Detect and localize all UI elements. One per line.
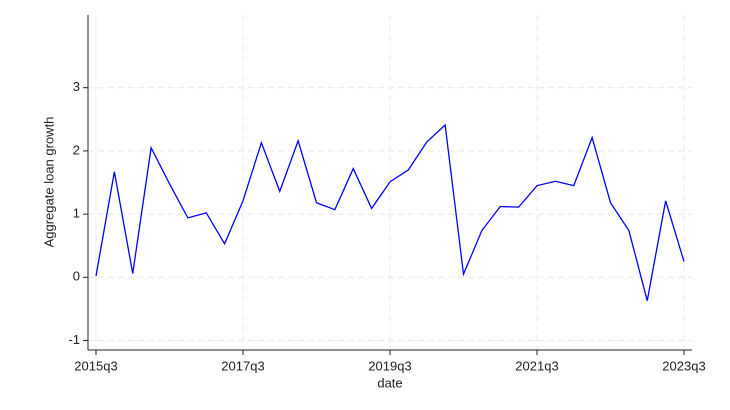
x-tick-label: 2021q3 (515, 358, 558, 373)
y-tick-label: -1 (68, 332, 80, 347)
y-axis-label: Aggregate loan growth (41, 117, 56, 248)
x-tick-label: 2017q3 (221, 358, 264, 373)
x-tick-label: 2023q3 (662, 358, 705, 373)
y-tick-label: 1 (73, 206, 80, 221)
y-tick-label: 2 (73, 142, 80, 157)
data-line (95, 123, 685, 301)
x-tick-label: 2015q3 (74, 358, 117, 373)
y-tick-label: 0 (73, 269, 80, 284)
x-axis-label: date (377, 375, 402, 390)
x-tick-label: 2019q3 (368, 358, 411, 373)
y-tick-label: 3 (73, 79, 80, 94)
